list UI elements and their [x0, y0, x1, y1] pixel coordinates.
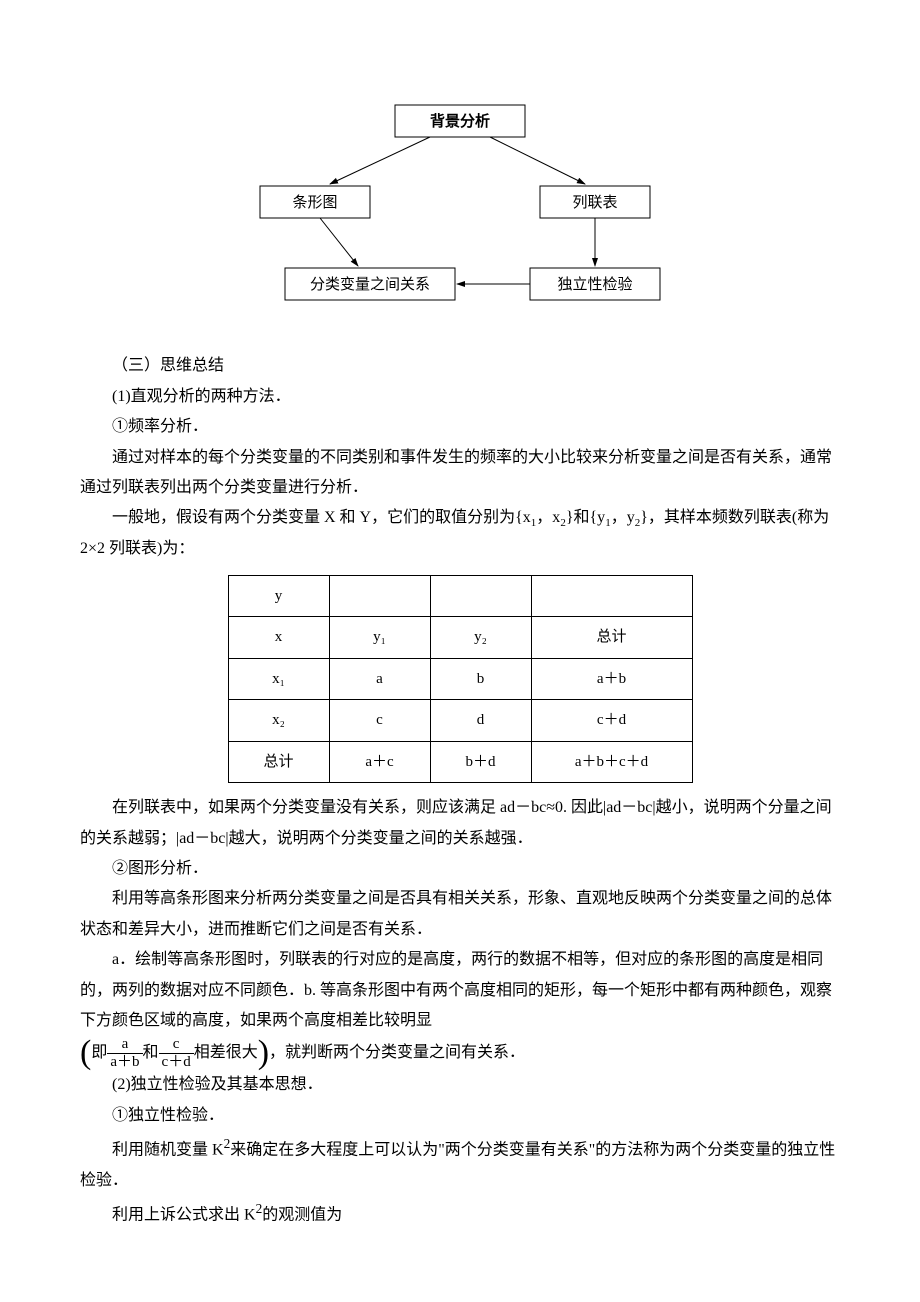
para-5: 在列联表中，如果两个分类变量没有关系，则应该满足 ad－bc≈0. 因此|ad－… — [80, 793, 840, 854]
cell: a — [329, 658, 430, 700]
fraction-1: a a＋b — [107, 1036, 142, 1070]
cell: 总计 — [228, 741, 329, 783]
node-left-label: 条形图 — [292, 194, 337, 211]
table-row: x₂ c d c＋d — [228, 700, 692, 742]
cell: y₁ — [329, 617, 430, 659]
node-bottom-left-label: 分类变量之间关系 — [310, 276, 430, 293]
para-9: (2)独立性检验及其基本思想． — [80, 1070, 840, 1100]
cell: 总计 — [531, 617, 692, 659]
cell: a＋b — [531, 658, 692, 700]
frac1-den: a＋b — [107, 1054, 142, 1071]
cell: y — [228, 575, 329, 617]
cell: a＋b＋c＋d — [531, 741, 692, 783]
p4-c: }和{y — [566, 509, 605, 526]
cell — [329, 575, 430, 617]
formula-suffix-out: ，就判断两个分类变量之间有关系． — [269, 1038, 525, 1068]
cell: c — [329, 700, 430, 742]
formula-prefix: 即 — [91, 1038, 107, 1068]
para-10: ①独立性检验． — [80, 1101, 840, 1131]
formula-suffix-in: 相差很大 — [194, 1038, 258, 1068]
cell — [430, 575, 531, 617]
edge-top-left — [330, 137, 430, 184]
table-row: x y₁ y₂ 总计 — [228, 617, 692, 659]
frac1-num: a — [107, 1036, 142, 1054]
cell: b＋d — [430, 741, 531, 783]
cell: x — [228, 617, 329, 659]
cell: d — [430, 700, 531, 742]
contingency-table: y x y₁ y₂ 总计 x₁ a b a＋b x₂ c d c＋d 总计 a＋… — [228, 575, 693, 784]
cell: b — [430, 658, 531, 700]
node-top-label: 背景分析 — [430, 112, 490, 130]
p4-d: ，y — [611, 509, 635, 526]
table-row: 总计 a＋c b＋d a＋b＋c＋d — [228, 741, 692, 783]
para-8: a．绘制等高条形图时，列联表的行对应的是高度，两行的数据不相等，但对应的条形图的… — [80, 945, 840, 1036]
fraction-2: c c＋d — [159, 1036, 194, 1070]
edge-left-bl — [320, 218, 358, 266]
paren-right: ) — [258, 1036, 269, 1070]
para-11: 利用随机变量 K2来确定在多大程度上可以认为"两个分类变量有关系"的方法称为两个… — [80, 1131, 840, 1196]
para-7: 利用等高条形图来分析两分类变量之间是否具有相关关系，形象、直观地反映两个分类变量… — [80, 884, 840, 945]
frac2-den: c＋d — [159, 1054, 194, 1071]
node-right-label: 列联表 — [572, 194, 617, 211]
p11-a: 利用随机变量 K — [112, 1142, 224, 1159]
p4-a: 一般地，假设有两个分类变量 X 和 Y，它们的取值分别为{x — [112, 509, 531, 526]
flowchart-diagram: 背景分析 条形图 列联表 分类变量之间关系 独立性检验 — [240, 100, 680, 321]
paren-left: ( — [80, 1036, 91, 1070]
para-2: ①频率分析． — [80, 412, 840, 442]
table-row: x₁ a b a＋b — [228, 658, 692, 700]
p12-a: 利用上诉公式求出 K — [112, 1207, 256, 1224]
heading-summary: （三）思维总结 — [80, 351, 840, 381]
cell — [531, 575, 692, 617]
para-3: 通过对样本的每个分类变量的不同类别和事件发生的频率的大小比较来分析变量之间是否有… — [80, 443, 840, 504]
cell: x₂ — [228, 700, 329, 742]
para-12: 利用上诉公式求出 K2的观测值为 — [80, 1196, 840, 1231]
edge-top-right — [490, 137, 585, 184]
cell: c＋d — [531, 700, 692, 742]
cell: y₂ — [430, 617, 531, 659]
cell: x₁ — [228, 658, 329, 700]
node-bottom-right-label: 独立性检验 — [557, 276, 632, 293]
para-1: (1)直观分析的两种方法． — [80, 382, 840, 412]
frac2-num: c — [159, 1036, 194, 1054]
p4-b: ，x — [536, 509, 560, 526]
cell: a＋c — [329, 741, 430, 783]
table-row: y — [228, 575, 692, 617]
para-4: 一般地，假设有两个分类变量 X 和 Y，它们的取值分别为{x1，x2}和{y1，… — [80, 503, 840, 564]
p12-b: 的观测值为 — [262, 1207, 342, 1224]
formula-mid: 和 — [143, 1038, 159, 1068]
formula-line: ( 即 a a＋b 和 c c＋d 相差很大 ) ，就判断两个分类变量之间有关系… — [80, 1036, 840, 1070]
para-6: ②图形分析． — [80, 854, 840, 884]
